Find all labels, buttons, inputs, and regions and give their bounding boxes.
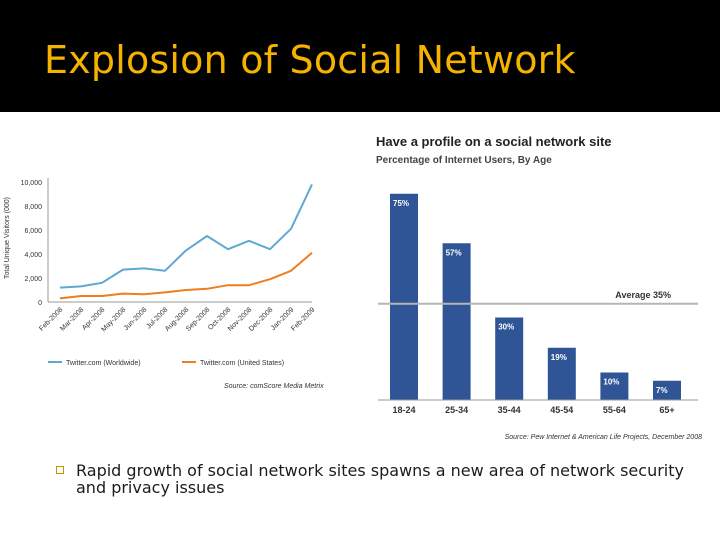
bar-value-label: 75% xyxy=(393,199,409,208)
chart-title: Have a profile on a social network site xyxy=(376,134,612,149)
x-tick-label: Jun-2008 xyxy=(123,306,149,332)
x-tick-label: 65+ xyxy=(659,405,674,415)
legend-worldwide-label: Twitter.com (Worldwide) xyxy=(66,360,141,367)
chart-subtitle: Percentage of Internet Users, By Age xyxy=(376,155,552,166)
bar-value-label: 57% xyxy=(446,248,462,257)
bullet-marker xyxy=(56,466,64,474)
y-tick-label: 2,000 xyxy=(24,276,42,283)
title-bar: Explosion of Social Network xyxy=(0,0,720,112)
chart-source: Source: comScore Media Metrix xyxy=(224,383,324,390)
age-bar xyxy=(547,347,576,400)
series-line xyxy=(59,252,313,300)
x-tick-label: 55-64 xyxy=(603,405,626,415)
legend-us-label: Twitter.com (United States) xyxy=(200,360,284,367)
age-bar xyxy=(600,372,629,400)
bar-value-label: 10% xyxy=(603,378,619,387)
age-bar xyxy=(495,317,524,400)
twitter-visitors-chart: Total Unique Visitors (000) 0 2,000 4,000 6… xyxy=(4,178,324,390)
age-bar xyxy=(390,193,418,400)
x-tick-label: 35-44 xyxy=(498,405,521,415)
average-label: Average 35% xyxy=(615,290,671,300)
y-tick-label: 4,000 xyxy=(24,252,42,259)
x-tick-label: 25-34 xyxy=(445,405,468,415)
chart-source: Source: Pew Internet & American Life Pro… xyxy=(505,434,702,441)
x-tick-label: 18-24 xyxy=(392,405,415,415)
age-bar xyxy=(442,243,471,400)
series-line xyxy=(59,183,313,289)
y-axis-label: Total Unique Visitors (000) xyxy=(4,197,11,279)
y-tick-label: 8,000 xyxy=(24,204,42,211)
social-profile-age-chart: Have a profile on a social network site … xyxy=(376,134,702,441)
age-bar xyxy=(653,380,681,400)
y-tick-label: 6,000 xyxy=(24,228,42,235)
bar-value-label: 30% xyxy=(498,323,514,332)
x-tick-label: 45-54 xyxy=(550,405,573,415)
bar-value-label: 19% xyxy=(551,353,567,362)
slide-title: Explosion of Social Network xyxy=(44,38,576,82)
y-tick-label: 0 xyxy=(38,300,42,307)
bullet-text: Rapid growth of social network sites spa… xyxy=(76,461,684,497)
y-tick-label: 10,000 xyxy=(21,180,43,187)
bar-value-label: 7% xyxy=(656,386,668,395)
